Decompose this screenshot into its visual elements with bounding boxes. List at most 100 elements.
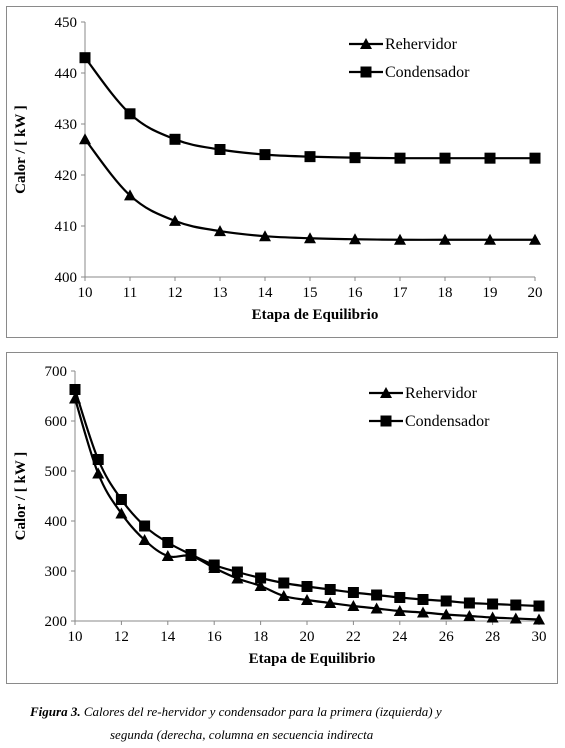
c0-series-1-point	[304, 151, 316, 163]
c1-x-tick-label: 22	[346, 629, 361, 645]
c1-series-1-point	[255, 572, 267, 584]
c1-y-tick-label: 600	[45, 414, 68, 430]
c1-legend-marker-1	[380, 415, 392, 427]
c0-legend-label-0: Rehervidor	[385, 36, 458, 53]
c1-x-tick-label: 10	[68, 629, 83, 645]
c1-series-1-point	[417, 594, 429, 605]
c1-series-0-point	[393, 605, 406, 616]
c1-series-1-point	[394, 592, 406, 603]
c1-x-tick-label: 28	[485, 629, 500, 645]
c0-x-axis-title: Etapa de Equilibrio	[252, 307, 379, 323]
c0-series-0-point	[304, 232, 316, 244]
c0-series-0-point	[394, 233, 406, 245]
c0-series-0-point	[79, 133, 91, 145]
c1-series-1-point	[92, 454, 104, 465]
c1-legend-marker-0	[380, 387, 392, 398]
c1-series-0-point	[161, 550, 174, 561]
c0-series-0-point	[259, 230, 271, 242]
c0-legend-marker-0	[360, 38, 372, 49]
c0-series-1-point	[169, 133, 181, 145]
c0-series-1-point	[214, 144, 226, 155]
c0-y-tick-label: 430	[55, 117, 78, 133]
c0-series-1-point	[259, 149, 271, 161]
c1-series-1-point	[440, 595, 452, 607]
c1-series-0-point	[277, 590, 290, 601]
caption-line-1: Calores del re-hervidor y condensador pa…	[80, 704, 442, 719]
c1-series-1-point	[347, 587, 359, 598]
c1-y-tick-label: 500	[45, 464, 68, 480]
c1-series-0-point	[417, 606, 429, 618]
c0-series-0-point	[214, 225, 226, 237]
c1-series-1-point	[463, 597, 475, 609]
c1-x-tick-label: 26	[439, 629, 455, 645]
c0-y-tick-label: 420	[55, 168, 78, 184]
c0-series-1-point	[79, 52, 91, 64]
c1-y-tick-label: 300	[45, 564, 68, 580]
c1-series-0-point	[463, 610, 476, 621]
c0-series-1-point	[529, 152, 541, 164]
c1-y-tick-label: 200	[45, 614, 68, 630]
chart-panel-bottom: 200 300 400 500 600 700 10 12 14 16 18 20 22 24 26 28 30…	[6, 352, 558, 684]
c1-series-1-point	[278, 577, 290, 589]
c1-series-1-point	[115, 494, 127, 505]
c0-series-1-point	[349, 152, 361, 164]
c0-series-0-point	[124, 189, 136, 201]
c0-x-tick-label: 14	[258, 285, 274, 301]
c1-series-0-point	[301, 594, 313, 605]
c1-series-0-point	[347, 600, 360, 611]
c0-series-0-point	[439, 233, 451, 245]
c1-series-1-point	[510, 599, 522, 611]
chart-panel-top: 400 410 420 430 440 450 10 11 12 13 14 15 16 17 18 19 20…	[6, 6, 558, 338]
c1-y-tick-label: 400	[45, 514, 68, 530]
c1-series-1-point	[162, 537, 174, 548]
c1-x-tick-label: 18	[253, 629, 268, 645]
c0-y-axis-title: Calor / [ kW ]	[13, 105, 29, 194]
c1-series-0-point	[370, 602, 383, 614]
c1-series-0-point	[231, 572, 244, 584]
c1-series-1-point	[139, 520, 151, 532]
c0-x-tick-label: 13	[213, 285, 228, 301]
c0-y-tick-label: 450	[55, 15, 78, 31]
c1-x-tick-label: 14	[160, 629, 176, 645]
c1-legend-label-0: Rehervidor	[405, 385, 478, 402]
c1-series-0-point	[509, 612, 522, 624]
c0-x-tick-label: 17	[393, 285, 409, 301]
c0-x-tick-label: 16	[348, 285, 364, 301]
c1-x-tick-label: 12	[114, 629, 129, 645]
c1-series-1-point	[371, 589, 383, 601]
c1-y-axis-title: Calor / [ kW ]	[13, 452, 29, 541]
c1-series-0-point	[440, 608, 453, 620]
c1-series-1-point	[231, 566, 243, 578]
c0-x-tick-label: 19	[483, 285, 498, 301]
c0-x-tick-label: 15	[303, 285, 318, 301]
c0-series-0-point	[484, 233, 496, 245]
c1-x-tick-label: 20	[300, 629, 315, 645]
figure-caption: Figura 3. Calores del re-hervidor y cond…	[30, 700, 550, 746]
caption-label: Figura 3.	[30, 704, 81, 719]
chart-bottom: 200 300 400 500 600 700 10 12 14 16 18 20 22 24 26 28 30…	[13, 364, 547, 667]
c0-series-0-point	[529, 233, 541, 245]
c0-series-1-point	[394, 152, 406, 164]
c0-legend-label-1: Condensador	[385, 64, 470, 81]
c0-series-0-point	[349, 233, 361, 245]
chart-top: 400 410 420 430 440 450 10 11 12 13 14 15 16 17 18 19 20…	[13, 15, 543, 323]
c0-series-0-point	[169, 214, 181, 226]
c0-series-1-point	[124, 108, 136, 120]
c0-x-tick-label: 12	[168, 285, 183, 301]
c0-series-1-point	[439, 152, 451, 164]
c1-series-1-point	[185, 549, 197, 560]
c1-series-0-point	[486, 611, 499, 623]
c1-series-1-point	[324, 584, 336, 595]
c1-x-axis-title: Etapa de Equilibrio	[249, 651, 376, 667]
c1-series-1-point	[301, 581, 313, 592]
c1-x-tick-label: 30	[532, 629, 547, 645]
c0-x-tick-label: 10	[78, 285, 93, 301]
c1-series-1-point	[487, 598, 499, 610]
c0-legend-marker-1	[360, 66, 372, 78]
c1-series-0-point	[138, 534, 151, 545]
c1-series-0-point	[115, 507, 128, 519]
c1-series-1-point	[69, 384, 81, 395]
c1-series-1-point	[208, 559, 220, 571]
c0-y-tick-label: 400	[55, 270, 78, 286]
caption-line-2: segunda (derecha, columna en secuencia i…	[110, 727, 374, 742]
